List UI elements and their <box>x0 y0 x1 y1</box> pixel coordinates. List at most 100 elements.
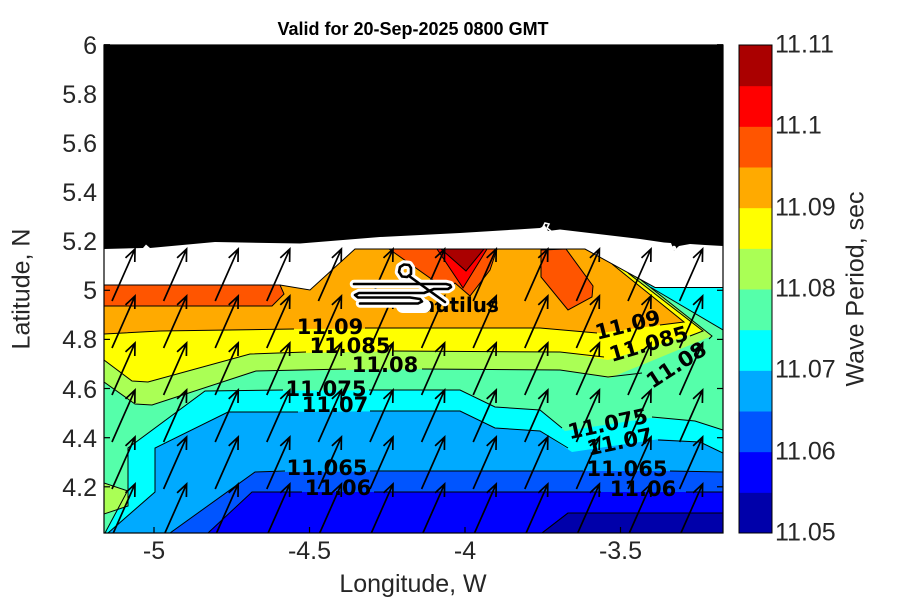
contour-label-11.08: 11.08 <box>352 353 418 377</box>
quiver-arrow <box>111 435 136 490</box>
colorbar-tick-label-11.07: 11.07 <box>775 355 836 384</box>
quiver-arrow <box>575 388 601 443</box>
band-11.08-11.085-patch <box>104 482 129 515</box>
quiver-arrow <box>317 388 343 443</box>
quiver-arrow <box>524 341 549 396</box>
colorbar-band-11.085 <box>739 207 772 249</box>
contour-label-11.065: 11.065 <box>586 457 667 481</box>
quiver-arrow <box>266 341 291 396</box>
contour-line-11.08 <box>104 368 347 406</box>
map-layers: 11.0911.08511.0811.07511.0711.06511.0611… <box>104 45 723 533</box>
quiver-arrow <box>472 247 498 302</box>
ship-track <box>349 260 456 314</box>
quiver-arrow <box>627 341 652 396</box>
y-tick-label-4.4: 4.4 <box>62 424 97 453</box>
quiver-arrow <box>524 294 549 349</box>
contour-line-11.075 <box>650 287 723 331</box>
quiver-arrow <box>627 294 652 349</box>
colorbar-band-11.065 <box>739 370 772 412</box>
band-11.05-11.055 <box>541 512 723 533</box>
quiver-arrow <box>111 294 136 349</box>
colorbar-tick-label-11.08: 11.08 <box>775 274 836 303</box>
quiver-arrow <box>369 341 394 396</box>
quiver-arrow <box>420 388 446 443</box>
quiver-arrow <box>317 247 343 302</box>
quiver-arrow <box>575 435 601 490</box>
quiver-arrow <box>214 388 240 443</box>
contour-label-11.075: 11.075 <box>285 377 366 401</box>
quiver-arrow <box>678 435 704 490</box>
quiver-arrow <box>266 435 291 490</box>
ship-track-line <box>352 282 453 305</box>
colorbar-band-11.05 <box>739 492 772 534</box>
colorbar-band-11.105 <box>739 45 772 87</box>
band-11.095-11.10-west <box>104 284 285 307</box>
y-tick-label-4.2: 4.2 <box>62 473 97 502</box>
quiver-arrow <box>575 341 601 396</box>
quiver-arrow <box>678 247 704 302</box>
x-tick-label--4.5: -4.5 <box>287 537 332 565</box>
quiver-arrow <box>524 435 549 490</box>
contour-line-11.075 <box>651 416 723 431</box>
contour-line-11.07 <box>107 411 298 533</box>
quiver-arrow <box>317 341 343 396</box>
contour-line-11.08 <box>640 279 713 340</box>
contour-line-11.065 <box>669 470 723 473</box>
coast-squiggle <box>541 222 552 232</box>
quiver-arrow <box>112 482 136 533</box>
quiver-arrow <box>214 435 240 490</box>
y-tick-label-5.4: 5.4 <box>62 179 97 208</box>
quiver-arrow <box>215 482 240 533</box>
colorbar-band-11.07 <box>739 329 772 371</box>
quiver-arrow <box>628 482 652 533</box>
contour-line-11.08 <box>421 368 643 378</box>
contour-line-11.075 <box>104 389 284 533</box>
quiver-arrow <box>678 294 704 349</box>
quiver-arrow <box>162 388 188 443</box>
colorbar-band-11.055 <box>739 451 772 493</box>
contour-line-11.09 <box>104 328 295 335</box>
data-edge-line <box>104 248 723 291</box>
contour-label-11.09: 11.09 <box>297 315 363 339</box>
contour-line-11.085 <box>391 350 605 358</box>
contour-line-11.07 <box>370 410 569 449</box>
quiver-arrow <box>678 341 704 396</box>
quiver-arrow <box>162 294 188 349</box>
y-tick-label-4.6: 4.6 <box>62 375 97 404</box>
quiver-arrow <box>679 482 704 533</box>
quiver-arrow <box>472 341 498 396</box>
quiver-arrow <box>214 341 240 396</box>
ship-track-line <box>407 274 447 304</box>
y-tick-label-5: 5 <box>83 277 97 306</box>
land-mask <box>104 45 723 251</box>
colorbar-tick-label-11.06: 11.06 <box>775 437 836 466</box>
quiver-arrow <box>627 247 652 302</box>
quiver-arrow <box>317 435 343 490</box>
quiver-arrow <box>420 341 446 396</box>
y-tick-label-5.6: 5.6 <box>62 129 97 158</box>
axes-box <box>103 44 724 534</box>
quiver-arrow <box>370 482 394 533</box>
quiver-arrow <box>369 388 394 443</box>
quiver-arrow <box>420 435 446 490</box>
quiver-arrow <box>162 247 188 302</box>
colorbar-band-11.075 <box>739 289 772 331</box>
x-axis-label: Longitude, W <box>339 570 487 598</box>
colorbar-band-11.08 <box>739 248 772 290</box>
y-tick-label-5.8: 5.8 <box>62 80 97 109</box>
quiver-arrow <box>473 482 498 533</box>
colorbar-tick-label-11.11: 11.11 <box>775 30 834 59</box>
y-tick-label-4.8: 4.8 <box>62 326 97 355</box>
quiver-arrow <box>111 388 136 443</box>
quiver-arrow <box>627 388 652 443</box>
quiver-arrow <box>111 341 136 396</box>
x-tick-label--5: -5 <box>142 537 166 565</box>
quiver-arrow <box>111 247 136 302</box>
quiver-arrow <box>576 482 601 533</box>
quiver-arrow <box>266 388 291 443</box>
quiver-arrow <box>162 435 188 490</box>
quiver-arrow <box>267 482 291 533</box>
quiver-arrow <box>214 294 240 349</box>
quiver-arrow <box>575 247 601 302</box>
